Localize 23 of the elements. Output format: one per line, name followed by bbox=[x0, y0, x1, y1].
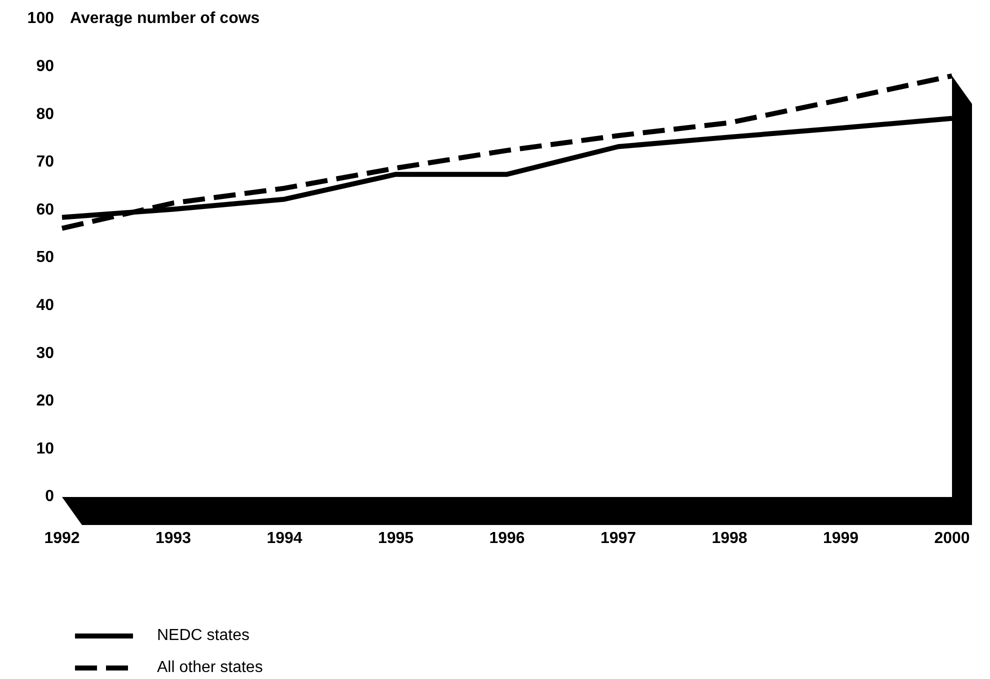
y-tick-label: 20 bbox=[36, 392, 54, 410]
y-tick-label: 0 bbox=[45, 488, 54, 506]
y-tick-label: 10 bbox=[36, 440, 54, 458]
y-tick-label: 70 bbox=[36, 154, 54, 171]
x-tick-label: 1996 bbox=[489, 530, 525, 547]
legend-label: All other states bbox=[157, 659, 263, 676]
x-tick-label: 1992 bbox=[44, 530, 80, 547]
y-tick-label: 40 bbox=[36, 297, 54, 314]
legend-label: NEDC states bbox=[157, 627, 250, 644]
y-tick-label: 90 bbox=[36, 58, 54, 76]
y-tick-label: 80 bbox=[36, 106, 54, 123]
y-tick-label: 60 bbox=[36, 201, 54, 218]
x-tick-label: 2000 bbox=[934, 530, 970, 547]
y-tick-label: 100 bbox=[27, 10, 54, 28]
x-tick-label: 1995 bbox=[378, 530, 414, 547]
x-tick-label: 1994 bbox=[266, 530, 302, 547]
x-tick-label: 1998 bbox=[712, 530, 748, 547]
x-tick-label: 1997 bbox=[600, 530, 636, 547]
x-tick-label: 1999 bbox=[822, 530, 859, 547]
x-tick-label: 1993 bbox=[155, 530, 192, 547]
y-tick-label: 30 bbox=[36, 344, 54, 362]
y-axis-title: Average number of cows bbox=[70, 10, 260, 28]
y-tick-label: 50 bbox=[36, 249, 54, 266]
